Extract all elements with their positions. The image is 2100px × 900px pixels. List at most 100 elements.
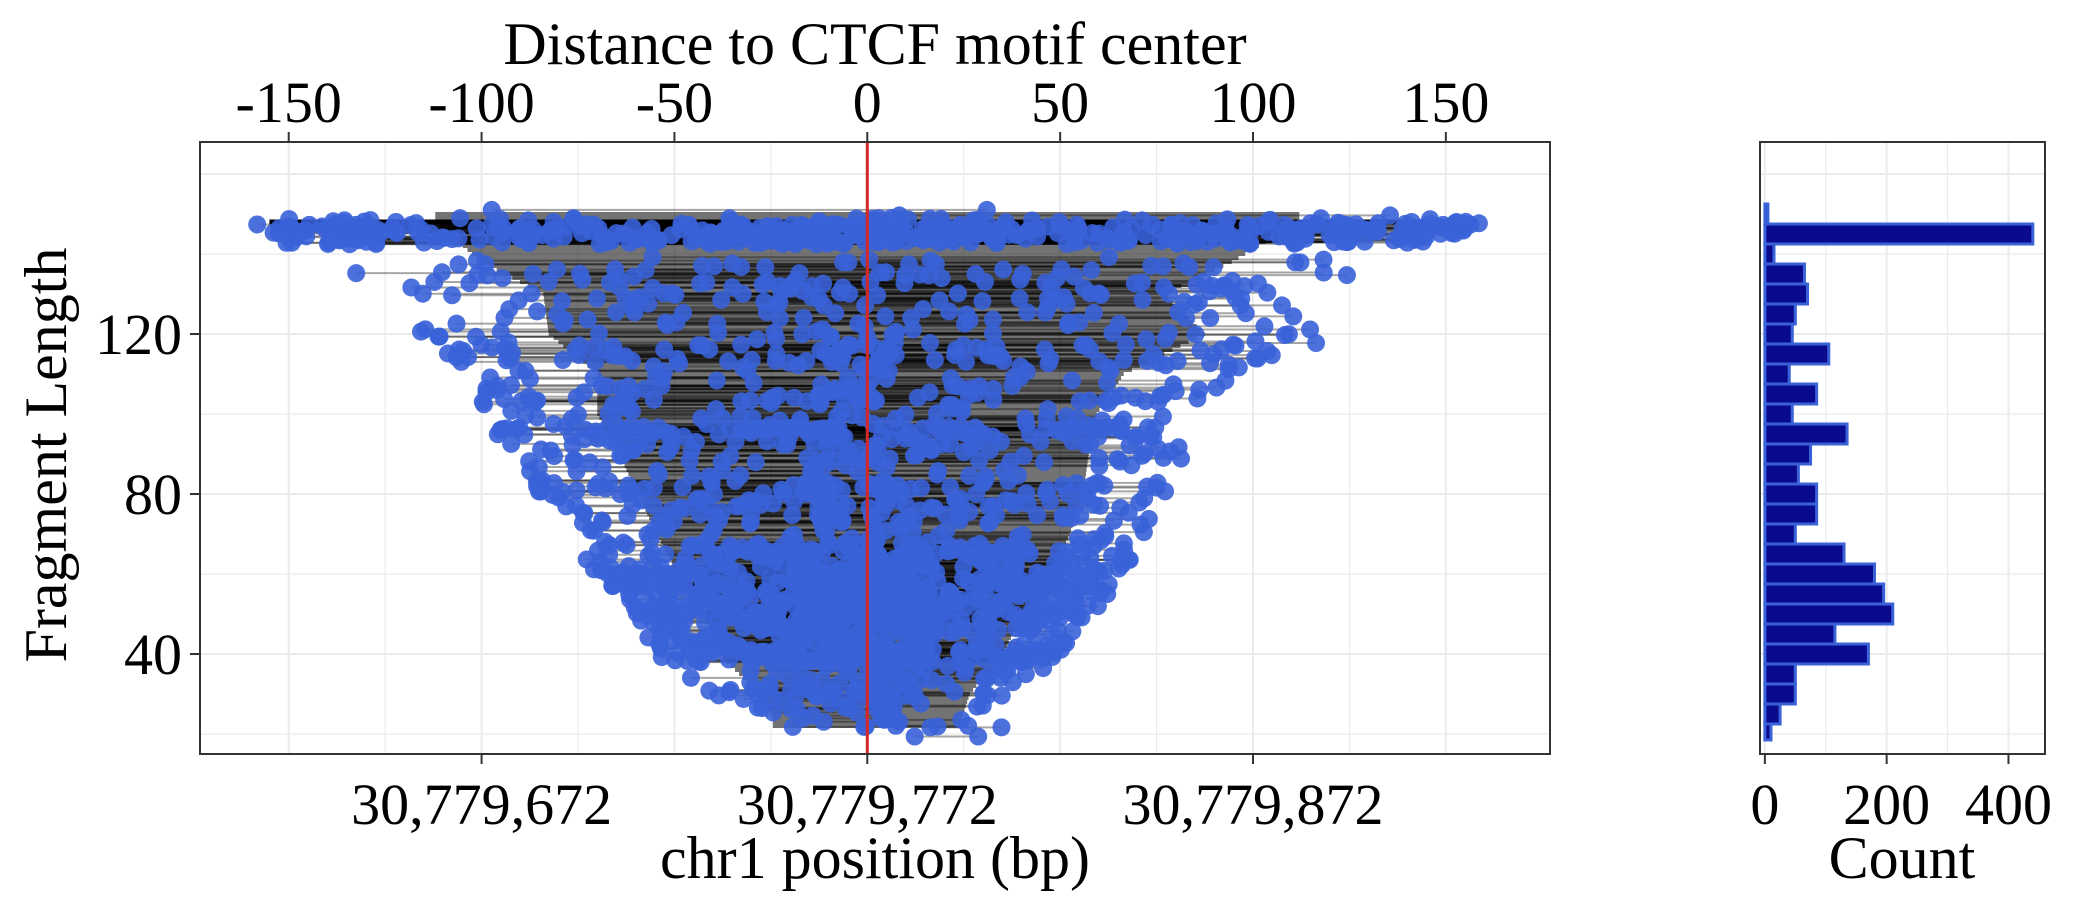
main-panel-border: [199, 141, 1551, 755]
fragment-endpoint: [562, 409, 581, 428]
fragment-endpoint: [808, 686, 827, 705]
fragment-endpoint: [763, 689, 782, 708]
fragment-endpoint: [1226, 288, 1245, 307]
fragment-endpoint: [911, 552, 930, 571]
fragment-endpoint: [865, 392, 884, 411]
fragment-endpoint: [629, 435, 648, 454]
fragment-endpoint: [1090, 224, 1109, 243]
hist-tick-label: 0: [1750, 772, 1779, 837]
fragment-endpoint: [800, 574, 819, 593]
hist-bar: [1763, 442, 1813, 466]
fragment-endpoint: [739, 491, 758, 510]
fragment-endpoint: [971, 609, 990, 628]
fragment-endpoint: [707, 371, 726, 390]
fragment-endpoint: [1248, 274, 1267, 293]
fragment-endpoint: [1035, 453, 1054, 472]
fragment-endpoint: [1396, 214, 1415, 233]
fragment-endpoint: [447, 314, 466, 333]
fragment-endpoint: [977, 631, 996, 650]
fragment-endpoint: [1446, 213, 1465, 232]
fragment-endpoint: [1066, 570, 1085, 589]
fragment-endpoint: [997, 213, 1016, 232]
fragment-endpoint: [950, 511, 969, 530]
fragment-endpoint: [493, 269, 512, 288]
fragment-endpoint: [1112, 386, 1131, 405]
fragment-endpoint: [886, 594, 905, 613]
hist-x-axis-title: Count: [1829, 825, 1976, 891]
fragment-endpoint: [1036, 273, 1055, 292]
fragment-endpoint: [638, 590, 657, 609]
hist-bar: [1763, 462, 1800, 486]
fragment-endpoint: [1104, 511, 1123, 530]
fragment-endpoint: [450, 340, 469, 359]
fragment-endpoint: [1006, 553, 1025, 572]
fragment-endpoint: [956, 352, 975, 371]
fragment-endpoint: [1223, 232, 1242, 251]
fragment-endpoint: [1072, 608, 1091, 627]
hist-bar: [1763, 302, 1797, 326]
fragment-endpoint: [778, 666, 797, 685]
fragment-endpoint: [885, 549, 904, 568]
fragment-endpoint: [814, 274, 833, 293]
fragment-endpoint: [416, 320, 435, 339]
fragment-endpoint: [700, 593, 719, 612]
hist-bar: [1763, 582, 1886, 606]
fragment-endpoint: [600, 431, 619, 450]
fragment-endpoint: [996, 491, 1015, 510]
fragment-endpoint: [954, 423, 973, 442]
fragment-endpoint: [1054, 288, 1073, 307]
fragment-endpoint: [708, 314, 727, 333]
fragment-endpoint: [1011, 270, 1030, 289]
fragment-endpoint: [1189, 293, 1208, 312]
fragment-endpoint: [1093, 411, 1112, 430]
fragment-endpoint: [449, 229, 468, 248]
fragment-endpoint: [830, 340, 849, 359]
hist-bar: [1763, 242, 1776, 266]
fragment-endpoint: [1005, 368, 1024, 387]
hist-x-axis-ticks: 0 200 400: [1750, 754, 2052, 837]
hist-bar: [1763, 222, 2035, 246]
fragment-endpoint: [1384, 231, 1403, 250]
fragment-endpoint: [931, 209, 950, 228]
fragment-endpoint: [1054, 423, 1073, 442]
fragment-endpoint: [1186, 325, 1205, 344]
fragment-endpoint: [705, 552, 724, 571]
fragment-endpoint: [652, 571, 671, 590]
fragment-endpoint: [590, 324, 609, 343]
fragment-endpoint: [869, 233, 888, 252]
top-tick-label: 150: [1402, 70, 1489, 135]
fragment-endpoints: [248, 200, 1488, 746]
fragment-endpoint: [960, 466, 979, 485]
fragment-endpoint: [824, 229, 843, 248]
fragment-endpoint: [1115, 210, 1134, 229]
hist-panel-border: [1759, 141, 2046, 755]
fragment-endpoint: [922, 498, 941, 517]
fragment-endpoint: [1068, 529, 1087, 548]
hist-bar: [1763, 602, 1895, 626]
fragment-endpoint: [681, 563, 700, 582]
fragment-endpoint: [647, 368, 666, 387]
fragment-endpoint: [742, 351, 761, 370]
fragment-endpoint: [564, 451, 583, 470]
fragment-endpoint: [813, 671, 832, 690]
fragment-endpoint: [1236, 304, 1255, 323]
fragment-endpoint: [947, 592, 966, 611]
fragment-endpoint: [1023, 211, 1042, 230]
hist-bar: [1763, 562, 1876, 586]
fragment-endpoint: [767, 329, 786, 348]
fragment-endpoint: [713, 594, 732, 613]
fragment-endpoint: [838, 496, 857, 515]
fragment-endpoint: [870, 263, 889, 282]
fragment-endpoint: [703, 566, 722, 585]
fragment-endpoint: [650, 513, 669, 532]
fragment-endpoint: [884, 706, 903, 725]
fragment-endpoint: [650, 465, 669, 484]
fragment-endpoint: [555, 311, 574, 330]
bottom-axis-title: chr1 position (bp): [660, 825, 1090, 891]
fragment-endpoint: [971, 534, 990, 553]
fragment-endpoint: [722, 212, 741, 231]
fragment-endpoint: [335, 213, 354, 232]
fragment-endpoint: [666, 651, 685, 670]
fragment-endpoint: [839, 368, 858, 387]
y-axis-title: Fragment Length: [13, 248, 79, 663]
